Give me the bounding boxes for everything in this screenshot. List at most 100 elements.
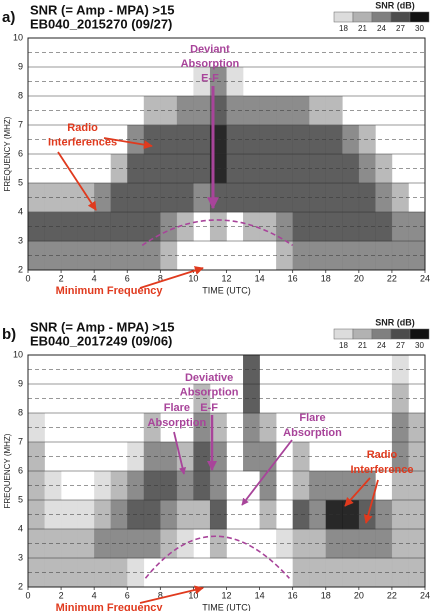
snr-cell [325, 529, 343, 559]
snr-cell [61, 558, 78, 588]
colorbar-tick-label: 18 [339, 24, 348, 33]
annotation-arrow [344, 477, 371, 507]
snr-cell [276, 183, 293, 213]
colorbar-swatch [390, 328, 411, 340]
annotation: E-F [201, 73, 219, 85]
snr-cell [243, 212, 260, 242]
snr-cell [143, 154, 161, 184]
plot-frame [27, 354, 426, 588]
snr-cell [143, 413, 161, 443]
panel-label: a) [2, 9, 15, 26]
snr-cell [193, 67, 211, 97]
x-tick-label: 20 [354, 590, 364, 600]
x-tick-label: 6 [125, 590, 130, 600]
x-tick-label: 18 [321, 590, 331, 600]
colorbar-tick-label: 27 [396, 341, 405, 350]
annotation: Flare [299, 412, 325, 424]
snr-cell [375, 558, 393, 588]
colorbar-swatch [352, 11, 373, 23]
colorbar-swatch [409, 328, 430, 340]
annotation: Deviative [185, 372, 233, 384]
annotation-arrow [103, 137, 153, 150]
snr-cell [94, 241, 112, 271]
annotation: Flare [164, 402, 190, 414]
snr-cell [94, 558, 112, 588]
snr-cell [143, 125, 161, 155]
y-axis-label: FREQUENCY (MHZ) [3, 116, 12, 191]
y-tick-label: 10 [13, 349, 23, 359]
snr-cell [61, 212, 78, 242]
x-tick-label: 4 [92, 590, 97, 600]
y-tick-label: 9 [18, 61, 23, 71]
x-tick-label: 6 [125, 273, 130, 283]
snr-cell [193, 471, 211, 501]
snr-cell [143, 500, 161, 530]
panel-title: EB040_2015270 (09/27) [30, 16, 172, 31]
snr-cell [375, 500, 393, 530]
snr-cell [276, 241, 293, 271]
colorbar-tick-label: 21 [358, 24, 367, 33]
snr-cell [325, 183, 343, 213]
x-tick-label: 0 [25, 273, 30, 283]
x-axis-label: TIME (UTC) [202, 285, 251, 295]
snr-cell [61, 529, 78, 559]
snr-cell [143, 241, 161, 271]
plot-frame [27, 37, 426, 271]
snr-cell [143, 212, 161, 242]
y-tick-label: 3 [18, 552, 23, 562]
y-tick-label: 9 [18, 378, 23, 388]
annotation-arrow [241, 439, 293, 506]
snr-cell [193, 154, 211, 184]
y-axis-label: FREQUENCY (MHZ) [3, 433, 12, 508]
snr-cell [193, 500, 211, 530]
snr-cell [325, 500, 343, 530]
y-tick-label: 6 [18, 465, 23, 475]
x-tick-label: 16 [288, 273, 298, 283]
x-tick-label: 8 [158, 273, 163, 283]
snr-cell [375, 529, 393, 559]
x-tick-label: 14 [255, 590, 265, 600]
colorbar-tick-label: 24 [377, 24, 386, 33]
x-tick-label: 0 [25, 590, 30, 600]
colorbar-tick-label: 30 [415, 341, 424, 350]
annotation: Absorption [148, 417, 207, 429]
snr-cell [243, 154, 260, 184]
annotation-arrow [139, 266, 204, 289]
y-tick-label: 4 [18, 523, 23, 533]
annotation-arrow [139, 585, 204, 604]
annotation: Radio [67, 122, 98, 134]
x-tick-label: 10 [188, 273, 198, 283]
y-tick-label: 3 [18, 235, 23, 245]
colorbar-title: SNR (dB) [375, 0, 415, 10]
snr-cell [325, 96, 343, 126]
snr-cell [94, 500, 112, 530]
snr-cell [61, 241, 78, 271]
annotation: Absorption [181, 58, 240, 70]
x-tick-label: 12 [221, 273, 231, 283]
x-tick-label: 2 [59, 590, 64, 600]
x-tick-label: 8 [158, 590, 163, 600]
colorbar-tick-label: 24 [377, 341, 386, 350]
panel-title: SNR (= Amp - MPA) >15 [30, 319, 174, 334]
x-tick-label: 20 [354, 273, 364, 283]
snr-cell [375, 183, 393, 213]
snr-cell [375, 241, 393, 271]
snr-cell [193, 125, 211, 155]
snr-cell [276, 154, 293, 184]
colorbar-swatch [333, 328, 354, 340]
snr-cell [276, 212, 293, 242]
colorbar-swatch [371, 328, 392, 340]
panel-label: b) [2, 326, 16, 343]
snr-cell [325, 125, 343, 155]
snr-cell [61, 500, 78, 530]
y-tick-label: 7 [18, 436, 23, 446]
colorbar-swatch [352, 328, 373, 340]
snr-cell [143, 442, 161, 472]
y-tick-label: 8 [18, 90, 23, 100]
annotation-arrow [57, 151, 97, 211]
y-tick-label: 4 [18, 206, 23, 216]
colorbar-swatch [371, 11, 392, 23]
